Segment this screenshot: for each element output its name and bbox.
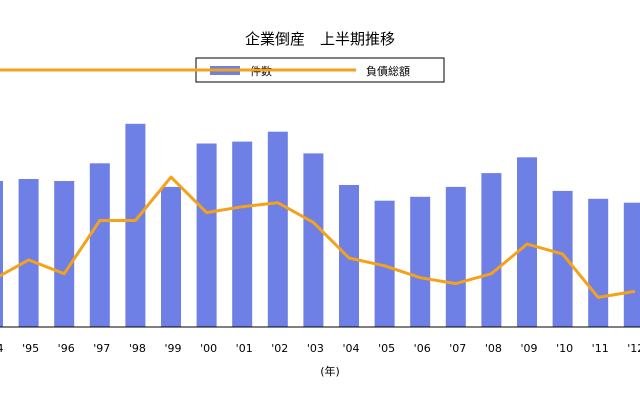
debt-line xyxy=(0,175,636,299)
bar-17 xyxy=(588,198,609,327)
bar-14 xyxy=(481,173,502,327)
bar-15 xyxy=(517,157,537,327)
bar-2 xyxy=(54,181,75,327)
x-tick-17: '11 xyxy=(592,342,609,355)
bar-1 xyxy=(18,179,39,327)
bar-6 xyxy=(196,143,217,327)
bar-9 xyxy=(303,153,324,327)
x-tick-4: '98 xyxy=(129,342,146,355)
bar-0 xyxy=(0,181,3,327)
x-tick-18: '12 xyxy=(627,342,640,355)
x-tick-0: '94 xyxy=(0,342,4,355)
x-tick-labels: '94 '95 '96 '97 '98 '99 '00 '01 '02 '03 '04 '05 '06 '… xyxy=(0,342,640,355)
x-tick-10: '04 xyxy=(342,342,359,355)
x-tick-5: '99 xyxy=(164,342,181,355)
legend-line-label: 負債総額 xyxy=(366,64,410,78)
x-tick-11: '05 xyxy=(378,342,395,355)
bar-18 xyxy=(623,202,640,327)
bar-8 xyxy=(267,131,288,327)
x-tick-14: '08 xyxy=(485,342,502,355)
chart-title: 企業倒産 上半期推移 xyxy=(245,30,395,48)
bar-12 xyxy=(410,196,431,327)
bar-3 xyxy=(89,163,110,327)
bar-4 xyxy=(125,123,146,327)
x-tick-1: '95 xyxy=(22,342,39,355)
x-tick-16: '10 xyxy=(556,342,573,355)
bar-7 xyxy=(232,141,253,327)
bar-16 xyxy=(552,190,573,327)
x-tick-12: '06 xyxy=(414,342,431,355)
x-tick-3: '97 xyxy=(93,342,110,355)
x-tick-2: '96 xyxy=(58,342,75,355)
x-tick-6: '00 xyxy=(200,342,217,355)
bar-13 xyxy=(445,186,466,327)
bar-5 xyxy=(161,186,181,327)
x-tick-9: '03 xyxy=(307,342,324,355)
legend: 件数 負債総額 xyxy=(0,57,445,83)
x-axis-label: (年) xyxy=(320,364,340,378)
x-tick-7: '01 xyxy=(236,342,253,355)
x-tick-15: '09 xyxy=(520,342,537,355)
bar-11 xyxy=(374,200,395,327)
x-tick-13: '07 xyxy=(449,342,466,355)
x-tick-8: '02 xyxy=(271,342,288,355)
